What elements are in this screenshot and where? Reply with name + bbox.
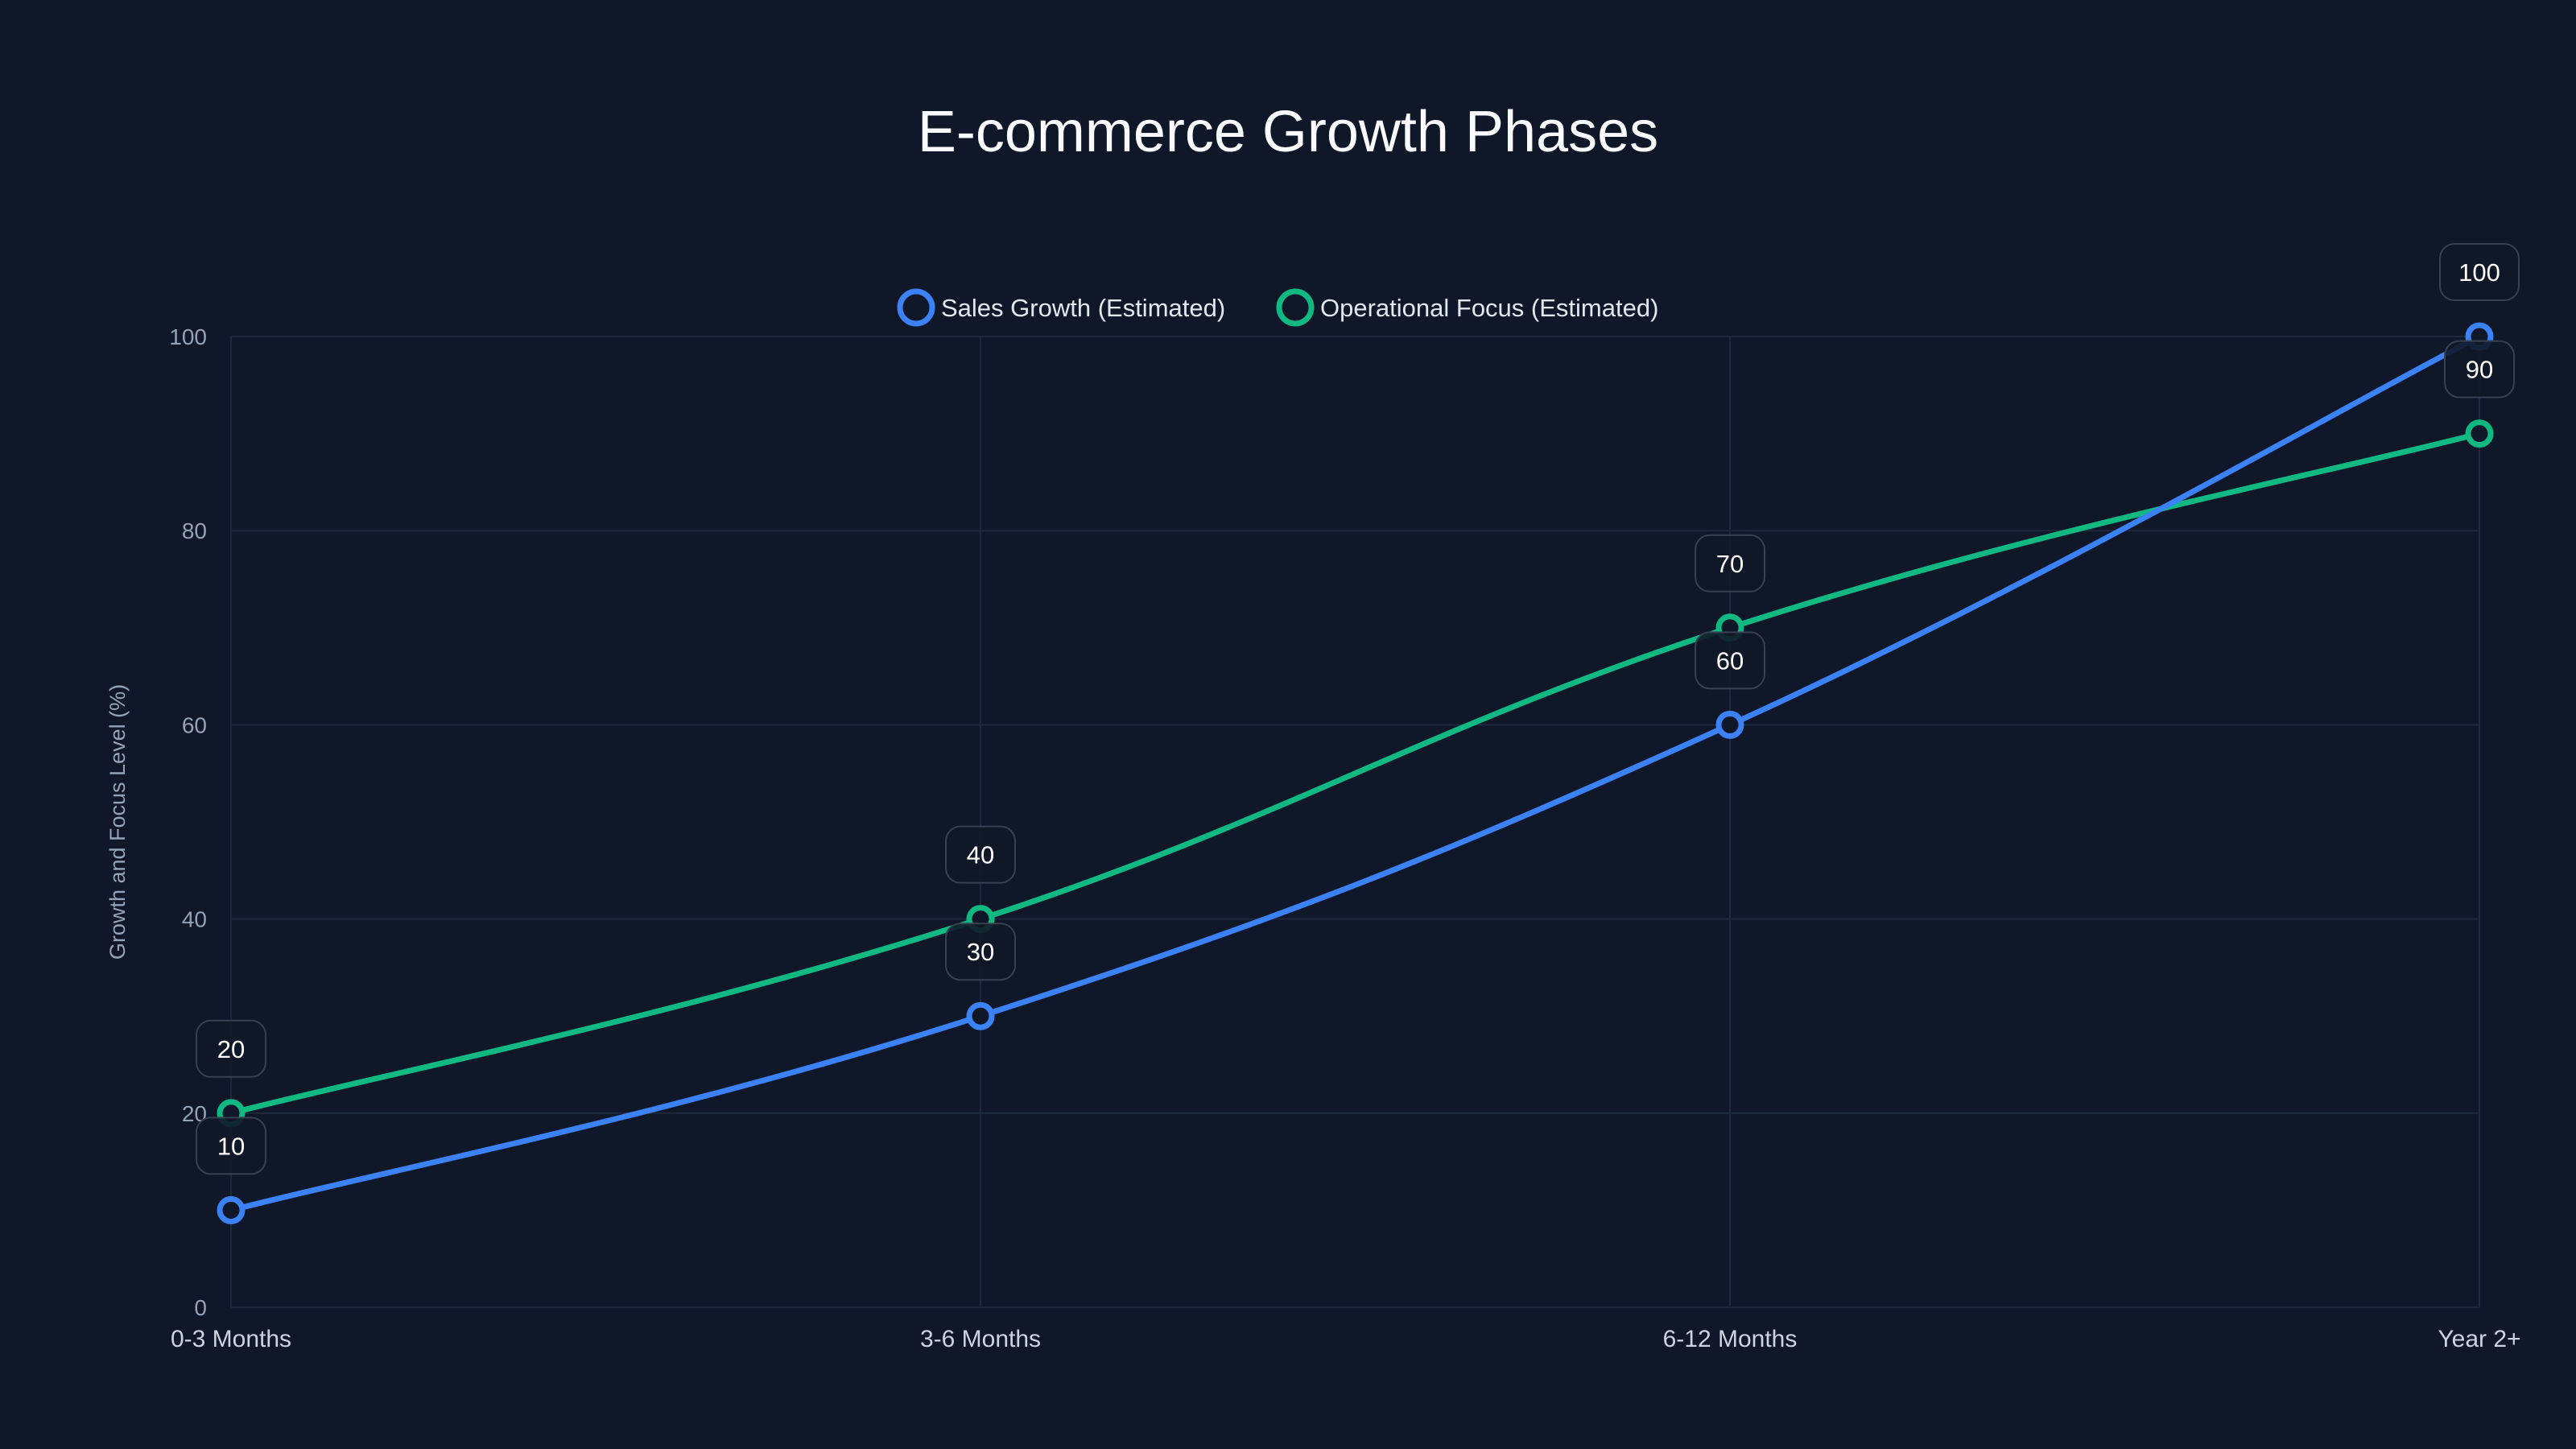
x-tick-label: 3-6 Months [920, 1326, 1041, 1352]
legend-label: Sales Growth (Estimated) [941, 294, 1225, 322]
data-point-marker[interactable] [217, 1195, 246, 1224]
y-tick-label: 60 [182, 712, 207, 737]
data-label-value: 40 [967, 841, 994, 869]
data-point-marker[interactable] [1715, 710, 1744, 739]
data-label: 90 [2444, 340, 2515, 398]
data-point-marker[interactable] [966, 1001, 995, 1030]
data-label-box [945, 825, 1016, 884]
data-label-value: 10 [217, 1132, 245, 1160]
data-label-value: 100 [2458, 258, 2500, 287]
legend-marker-icon [1276, 288, 1315, 327]
data-label: 20 [196, 1019, 266, 1078]
data-label: 60 [1695, 631, 1765, 690]
data-label-box [2444, 340, 2515, 398]
legend-marker-icon [897, 288, 935, 327]
data-label: 10 [196, 1117, 266, 1175]
legend: Sales Growth (Estimated) Operational Focu… [897, 288, 1658, 327]
x-axis: 0-3 Months 3-6 Months 6-12 Months Year 2+ [171, 1326, 2521, 1352]
grid-lines [230, 336, 2480, 1308]
data-label: 100 [2439, 243, 2520, 301]
data-label: 70 [1695, 534, 1765, 592]
x-tick-label: 6-12 Months [1663, 1326, 1798, 1352]
series-operational-focus [217, 419, 2494, 1128]
series-line [228, 431, 2483, 1117]
legend-item[interactable]: Operational Focus (Estimated) [1276, 288, 1658, 327]
data-point-marker[interactable] [2465, 419, 2494, 448]
x-tick-label: 0-3 Months [171, 1326, 291, 1352]
data-label-box [945, 923, 1016, 981]
data-label: 30 [945, 923, 1016, 981]
data-label-box [196, 1019, 266, 1078]
y-tick-label: 40 [182, 907, 207, 932]
x-tick-label: Year 2+ [2438, 1326, 2520, 1352]
legend-label: Operational Focus (Estimated) [1320, 294, 1658, 322]
legend-item[interactable]: Sales Growth (Estimated) [897, 288, 1225, 327]
data-labels: 10 30 60 100 20 40 70 90 [196, 243, 2520, 1175]
y-tick-label: 0 [194, 1295, 207, 1320]
y-tick-label: 80 [182, 518, 207, 543]
data-label-value: 20 [217, 1035, 245, 1063]
data-label-box [1695, 631, 1765, 690]
data-label: 40 [945, 825, 1016, 884]
y-axis-label: Growth and Focus Level (%) [105, 684, 130, 960]
chart-title: E-commerce Growth Phases [918, 100, 1658, 164]
data-label-value: 70 [1716, 550, 1744, 578]
data-label-value: 60 [1716, 646, 1744, 675]
data-label-box [196, 1117, 266, 1175]
series-lines [217, 322, 2494, 1224]
y-tick-label: 100 [169, 324, 207, 349]
data-label-value: 30 [967, 938, 994, 966]
data-label-box [2439, 243, 2520, 301]
data-label-value: 90 [2466, 356, 2493, 384]
data-label-box [1695, 534, 1765, 592]
series-line [228, 333, 2483, 1213]
